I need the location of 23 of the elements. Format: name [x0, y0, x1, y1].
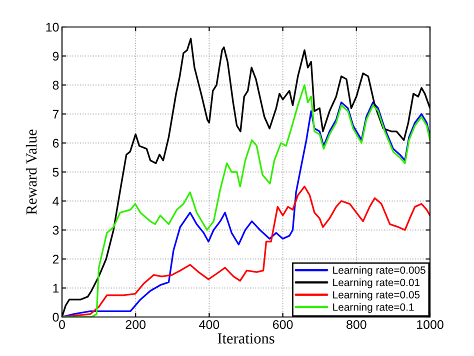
x-tick-label: 800	[346, 320, 366, 329]
y-tick-label: 2	[52, 254, 59, 264]
y-tick-label: 4	[52, 196, 59, 206]
x-axis-title: Iterations	[218, 333, 274, 344]
legend-label: Learning rate=0.005	[333, 266, 426, 276]
x-tick-label: 1000	[417, 320, 444, 329]
y-tick-label: 8	[52, 80, 59, 90]
legend-label: Learning rate=0.01	[333, 278, 420, 288]
y-tick-label: 3	[52, 226, 59, 235]
y-tick-label: 6	[52, 138, 59, 148]
legend-label: Learning rate=0.1	[333, 303, 414, 313]
y-tick-label: 0	[52, 312, 59, 322]
x-tick-label: 200	[126, 320, 146, 329]
x-tick-label: 0	[59, 320, 65, 329]
x-tick-label: 400	[199, 320, 220, 329]
y-tick-label: 7	[52, 110, 59, 119]
x-tick-label: 600	[273, 320, 293, 329]
y-axis-title: Reward Value	[26, 130, 37, 214]
y-tick-label: 1	[53, 284, 59, 293]
y-tick-label: 10	[46, 22, 59, 32]
y-tick-label: 5	[52, 168, 59, 177]
legend-label: Learning rate=0.05	[333, 290, 420, 301]
y-tick-label: 9	[52, 52, 59, 61]
